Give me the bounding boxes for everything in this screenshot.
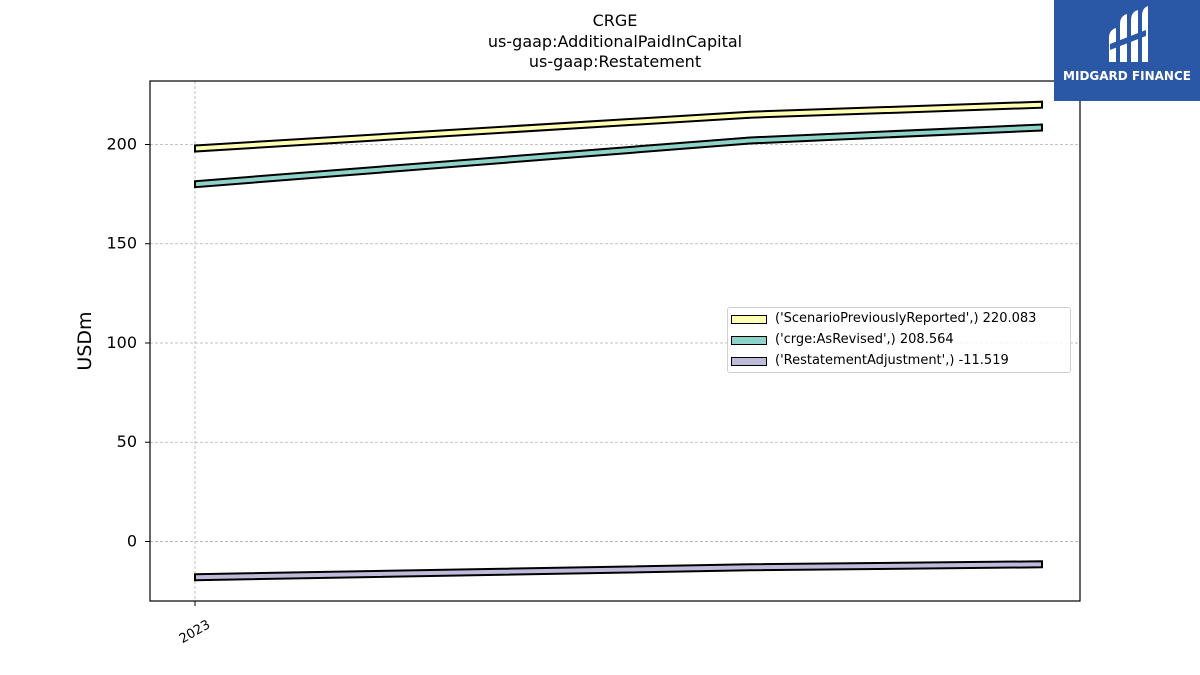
legend-label-as-revised: ('crge:AsRevised',) 208.564 <box>775 332 954 347</box>
legend-item-as-revised: ('crge:AsRevised',) 208.564 <box>728 330 1070 350</box>
y-tick-label: 100 <box>106 333 137 352</box>
legend-swatch-previously-reported <box>731 315 767 324</box>
y-tick-label: 0 <box>127 531 137 550</box>
y-tick-label: 150 <box>106 234 137 253</box>
plot-frame <box>149 80 1081 602</box>
chart-subtitle-1: us-gaap:AdditionalPaidInCapital <box>487 32 743 51</box>
legend-item-previously-reported: ('ScenarioPreviouslyReported',) 220.083 <box>728 309 1070 329</box>
series-band-2 <box>194 560 1043 582</box>
legend-label-previously-reported: ('ScenarioPreviouslyReported',) 220.083 <box>775 311 1037 326</box>
legend-swatch-restatement-adjustment <box>731 357 767 366</box>
chart-legend: ('ScenarioPreviouslyReported',) 220.083 … <box>727 307 1071 373</box>
y-tick-label: 200 <box>106 135 137 154</box>
brand-logo: MIDGARD FINANCE <box>1054 0 1200 101</box>
chart-title: CRGE <box>592 11 638 30</box>
series-band-0 <box>194 100 1043 153</box>
y-tick-label: 50 <box>117 432 137 451</box>
logo-text: MIDGARD FINANCE <box>1063 69 1191 83</box>
chart-subtitle-2: us-gaap:Restatement <box>528 52 702 71</box>
legend-swatch-as-revised <box>731 336 767 345</box>
series-band-1 <box>194 123 1043 189</box>
logo-mark-icon <box>1109 6 1148 62</box>
legend-label-restatement-adjustment: ('RestatementAdjustment',) -11.519 <box>775 353 1009 368</box>
y-axis-label: USDm <box>74 311 96 370</box>
legend-item-restatement-adjustment: ('RestatementAdjustment',) -11.519 <box>728 351 1070 371</box>
x-tick-label: 2023 <box>177 617 213 647</box>
